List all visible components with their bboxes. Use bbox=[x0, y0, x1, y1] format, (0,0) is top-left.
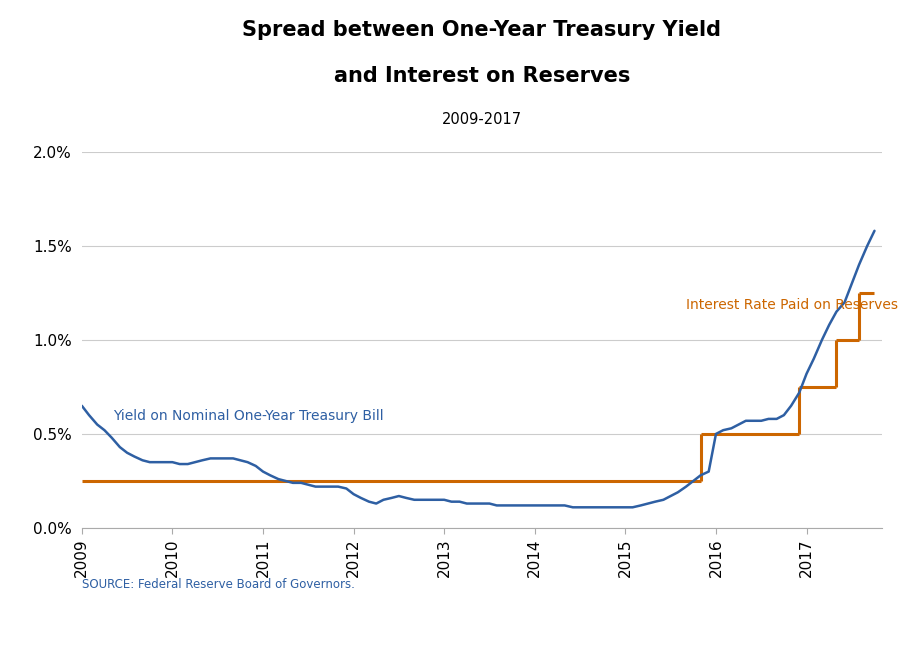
Text: and Interest on Reserves: and Interest on Reserves bbox=[334, 66, 630, 86]
Text: Federal Reserve Bank: Federal Reserve Bank bbox=[16, 626, 207, 643]
Text: of: of bbox=[323, 626, 339, 643]
Text: Yield on Nominal One-Year Treasury Bill: Yield on Nominal One-Year Treasury Bill bbox=[114, 409, 385, 422]
Text: 2009-2017: 2009-2017 bbox=[442, 112, 522, 127]
Text: Interest Rate Paid on Reserves: Interest Rate Paid on Reserves bbox=[686, 298, 898, 312]
Text: Spread between One-Year Treasury Yield: Spread between One-Year Treasury Yield bbox=[243, 20, 721, 40]
Text: F: F bbox=[16, 624, 29, 642]
Text: SOURCE: Federal Reserve Board of Governors.: SOURCE: Federal Reserve Board of Governo… bbox=[82, 578, 355, 591]
Text: St. Louis: St. Louis bbox=[357, 626, 436, 643]
